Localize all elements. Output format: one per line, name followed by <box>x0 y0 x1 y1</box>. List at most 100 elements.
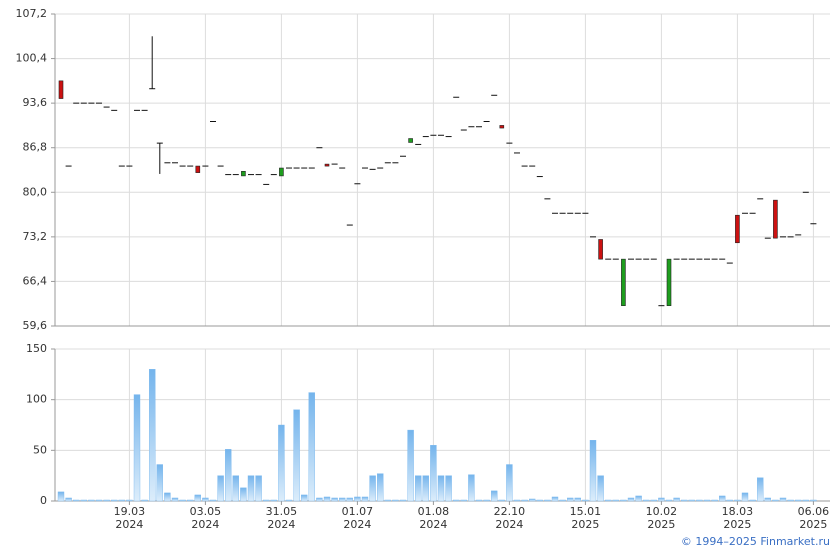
candle-body <box>324 163 330 167</box>
candle-body <box>499 125 505 129</box>
volume-bar <box>209 499 217 502</box>
y-tick-label: 93,6 <box>23 96 48 109</box>
volume-bar <box>430 445 437 502</box>
y-tick-label: 107,2 <box>16 7 48 20</box>
volume-bar <box>749 499 756 502</box>
y-tick-label: 100,4 <box>16 52 48 65</box>
footer[interactable]: © 1994–2025 Finmarket.ru <box>681 535 830 548</box>
grid-layer <box>55 13 830 502</box>
volume-bar <box>719 495 726 502</box>
volume-bar <box>574 497 581 502</box>
volume-bar <box>110 499 118 502</box>
volume-bar <box>240 487 247 502</box>
x-tick-label: 31.05 <box>266 505 298 518</box>
candle-body <box>241 171 246 177</box>
volume-bar <box>133 394 141 502</box>
volume-bar <box>551 496 559 502</box>
x-tick-label: 10.02 <box>646 505 678 518</box>
volume-bar <box>171 497 179 502</box>
volume-bar <box>293 409 300 502</box>
volume-bar <box>483 499 490 502</box>
volume-bar <box>513 499 521 502</box>
x-tick-label: 18.03 <box>722 505 754 518</box>
y-tick-label: 86,8 <box>23 141 48 154</box>
volume-bar <box>339 497 346 502</box>
volume-bar <box>247 475 255 502</box>
volume-bar <box>141 499 148 502</box>
volume-bar <box>673 497 680 502</box>
candle-body <box>195 165 201 173</box>
x-tick-label: 01.07 <box>342 505 374 518</box>
volume-bar <box>529 498 536 502</box>
candle-body <box>773 199 778 239</box>
volume-bar <box>468 474 475 502</box>
volume-bar <box>437 475 445 502</box>
candle-body <box>58 80 64 99</box>
volume-bar <box>567 497 574 502</box>
volume-bar <box>126 499 133 502</box>
x-tick-label: 2024 <box>191 518 219 531</box>
y-tick-label: 0 <box>40 494 47 507</box>
volume-bar <box>285 499 293 502</box>
volume-bar <box>186 499 194 502</box>
volume-bar <box>278 424 285 502</box>
volume-bar <box>323 496 331 502</box>
volume-bar <box>810 499 817 502</box>
volume-bar <box>589 440 597 502</box>
x-tick-label: 2024 <box>343 518 371 531</box>
volume-bar <box>224 449 232 502</box>
volume-bar <box>734 499 741 502</box>
volume-bar <box>787 499 794 502</box>
x-tick-label: 2025 <box>647 518 675 531</box>
volume-bar <box>179 499 186 502</box>
volume-bar <box>757 477 764 502</box>
volume-bar <box>95 499 103 502</box>
volume-bar <box>263 499 270 502</box>
volume-bar <box>445 475 452 502</box>
y-tick-label: 66,4 <box>23 274 48 287</box>
candle-body <box>621 258 626 306</box>
volume-bar <box>194 494 202 502</box>
volume-bar <box>681 499 688 502</box>
volume-bar <box>802 499 809 502</box>
volume-bar <box>232 475 240 502</box>
volume-bar <box>301 494 308 502</box>
volume-bar <box>57 491 65 502</box>
x-tick-label: 22.10 <box>494 505 526 518</box>
volume-bar <box>346 497 353 502</box>
volume-bar <box>597 475 604 502</box>
volume-bar <box>316 497 323 502</box>
volume-bar <box>377 473 384 502</box>
volume-bar <box>582 499 589 502</box>
volume-bar <box>80 499 88 502</box>
volume-bar <box>399 499 407 502</box>
candle-body <box>666 258 672 306</box>
volume-bar <box>635 495 642 502</box>
candle-body <box>408 138 413 143</box>
x-tick-label: 03.05 <box>190 505 222 518</box>
volume-bar <box>741 492 749 502</box>
volume-bar <box>643 499 650 502</box>
volume-bar <box>407 429 414 502</box>
volume-bar <box>361 496 369 502</box>
volume-bar <box>308 392 315 502</box>
x-tick-label: 15.01 <box>570 505 602 518</box>
volume-bar <box>559 499 566 502</box>
volume-bar <box>536 499 543 502</box>
volume-bar <box>795 499 802 502</box>
volume-bar <box>703 499 711 502</box>
volume-bar <box>779 497 787 502</box>
volume-bar <box>627 497 635 502</box>
volume-bar <box>506 464 513 502</box>
volume-bar <box>217 475 224 502</box>
volume-bar <box>331 497 338 502</box>
volume-bar <box>491 490 498 502</box>
x-tick-label: 2025 <box>723 518 751 531</box>
volume-bar <box>772 499 779 502</box>
volume-bar <box>72 499 80 502</box>
volume-bar <box>688 499 695 502</box>
y-tick-label: 50 <box>33 443 47 456</box>
volume-bar <box>255 475 262 502</box>
volume-bar <box>369 475 376 502</box>
